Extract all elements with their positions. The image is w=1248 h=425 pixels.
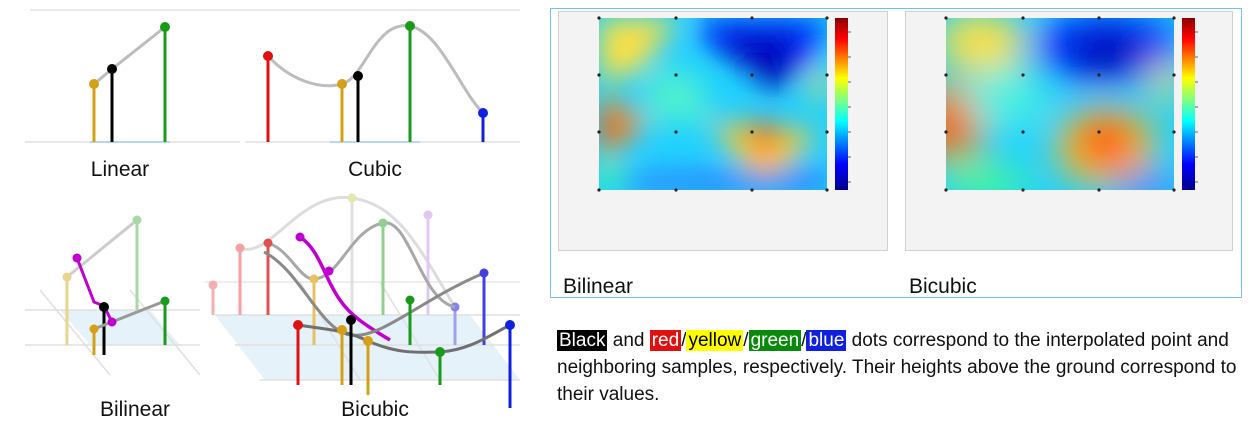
label-linear: Linear (90, 158, 150, 181)
sample-dot-yellow (89, 79, 99, 89)
heatmap-comparison-box: Bilinear Bicubic (550, 8, 1242, 298)
label-bilinear-diagram: Bilinear (99, 398, 171, 421)
interpolation-diagrams (25, 9, 520, 408)
caption-slash: / (801, 330, 807, 351)
bicubic-heatmap (944, 16, 1198, 192)
linear-diagram (25, 22, 240, 143)
bicubic-diagram (205, 193, 520, 408)
bilinear-heatmap (597, 16, 851, 192)
colorbar (835, 18, 848, 190)
cubic-diagram (245, 21, 520, 143)
caption-slash: / (743, 330, 749, 351)
bilinear-map-frame (558, 11, 888, 251)
legend-caption: Black and red / yellow / green / blue dots cor… (557, 327, 1237, 408)
caption-black: Black (557, 330, 608, 351)
caption-rest: dots correspond to the interpolated poin… (557, 330, 1237, 405)
caption-red: red (649, 330, 682, 351)
label-bicubic-diagram: Bicubic (341, 398, 409, 421)
bilinear-diagram (25, 215, 201, 376)
sample-dot-green (160, 22, 170, 32)
colorbar (1182, 18, 1195, 190)
caption-yellow: yellow (686, 330, 744, 351)
caption-slash: / (681, 330, 687, 351)
caption-green: green (748, 330, 802, 351)
caption-text: and (607, 330, 650, 351)
label-bicubic-map: Bicubic (909, 275, 977, 298)
label-cubic: Cubic (348, 158, 402, 181)
label-bilinear-map: Bilinear (563, 275, 634, 298)
interpolated-dot (107, 64, 117, 74)
caption-blue: blue (806, 330, 847, 351)
bicubic-map-frame (905, 11, 1233, 251)
